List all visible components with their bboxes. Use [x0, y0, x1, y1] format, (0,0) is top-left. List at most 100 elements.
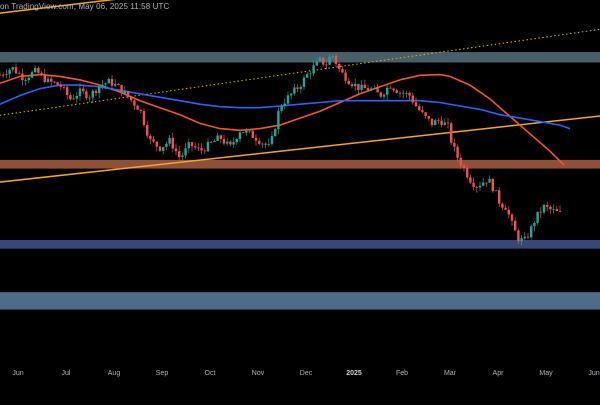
candle-body [418, 106, 421, 111]
candle-body [475, 187, 478, 188]
candle-body [8, 69, 11, 75]
candle-body [69, 95, 72, 100]
candle-body [395, 90, 398, 93]
candle-body [366, 88, 370, 91]
candle-body [203, 150, 206, 152]
candle-body [27, 77, 30, 81]
candle-body [104, 83, 107, 85]
candle-body [46, 78, 50, 83]
time-axis-label-oct[interactable]: Oct [205, 370, 216, 377]
candle-body [283, 103, 286, 107]
candle-body [123, 91, 126, 94]
candle-body [386, 87, 389, 95]
candle-body [258, 140, 261, 144]
candle-body [526, 236, 530, 238]
candle-body [334, 55, 338, 64]
candle-body [354, 83, 357, 87]
candle-body [229, 141, 232, 145]
candle-body [555, 209, 558, 212]
candle-body [450, 123, 453, 143]
candle-body [341, 68, 344, 73]
time-axis-label-aug[interactable]: Aug [108, 370, 121, 377]
candle-body [466, 167, 469, 178]
candle-body [114, 83, 117, 86]
candle-body [338, 63, 341, 69]
time-axis-label-mar[interactable]: Mar [444, 370, 457, 377]
tradingview-watermark: on TradingView.com, May 06, 2025 11:58 U… [0, 2, 170, 11]
candle-body [302, 77, 306, 87]
candle-body [130, 96, 133, 101]
time-axis-label-dec[interactable]: Dec [300, 370, 313, 377]
candle-body [117, 83, 120, 85]
candle-body [2, 74, 5, 76]
candle-body [149, 135, 152, 140]
candle-body [210, 141, 213, 143]
candle-body [443, 122, 446, 125]
candle-body [136, 105, 139, 110]
candle-body [456, 146, 459, 158]
candle-body [536, 211, 539, 223]
candle-body [507, 209, 510, 215]
candle-body [520, 238, 523, 242]
candle-body [277, 110, 280, 130]
time-axis-label-jul[interactable]: Jul [62, 370, 71, 377]
candle-body [494, 190, 498, 192]
candle-body [411, 95, 414, 103]
candle-body [315, 61, 318, 66]
candle-body [293, 87, 296, 94]
candle-body [146, 124, 149, 136]
time-axis-label-jun[interactable]: Jun [12, 370, 23, 377]
candle-body [142, 110, 146, 125]
time-axis-label-sep[interactable]: Sep [156, 370, 169, 377]
candle-body [14, 67, 18, 74]
time-axis-label-jun[interactable]: Jun [588, 370, 599, 377]
candle-body [446, 122, 450, 124]
candle-body [322, 57, 325, 65]
candle-body [184, 148, 187, 156]
time-axis[interactable]: Jun Jul Aug Sep Oct Nov Dec 2025 Feb Mar Apr May Jun [12, 370, 599, 377]
candle-body [120, 84, 123, 94]
candle-body [72, 98, 75, 100]
candle-body [542, 204, 546, 213]
time-axis-label-nov[interactable]: Nov [252, 370, 265, 377]
time-axis-label-may[interactable]: May [539, 370, 553, 377]
candle-body [75, 96, 78, 99]
candle-body [459, 157, 462, 166]
candle-body [424, 112, 427, 117]
candle-body [190, 142, 194, 147]
candle-body [306, 74, 309, 78]
candle-body [18, 73, 21, 74]
candle-body [514, 220, 517, 231]
candle-body [139, 109, 142, 111]
candle-body [472, 182, 475, 188]
candle-body [331, 55, 334, 58]
candle-body [510, 214, 514, 221]
candle-body [517, 230, 520, 242]
candle-body [488, 179, 491, 183]
candle-body [290, 93, 293, 96]
candle-body [558, 211, 562, 212]
time-axis-label-feb[interactable]: Feb [396, 370, 408, 377]
candle-body [85, 91, 88, 98]
candle-body [382, 94, 386, 97]
candle-body [187, 142, 190, 149]
candle-body [226, 141, 229, 144]
time-axis-label-apr[interactable]: Apr [493, 370, 505, 377]
zone-low [0, 239, 600, 249]
time-axis-label-2025[interactable]: 2025 [346, 370, 362, 377]
candle-body [504, 207, 507, 210]
candle-body [491, 179, 494, 192]
candle-body [21, 73, 24, 81]
candle-body [318, 57, 322, 62]
candle-body [328, 57, 331, 65]
candle-body [30, 72, 34, 78]
candle-body [501, 203, 504, 208]
candle-body [82, 88, 85, 92]
candle-body [427, 116, 430, 119]
candle-body [344, 72, 347, 81]
zone-bottom [0, 292, 600, 310]
candle-body [523, 236, 526, 239]
candle-body [94, 90, 98, 94]
